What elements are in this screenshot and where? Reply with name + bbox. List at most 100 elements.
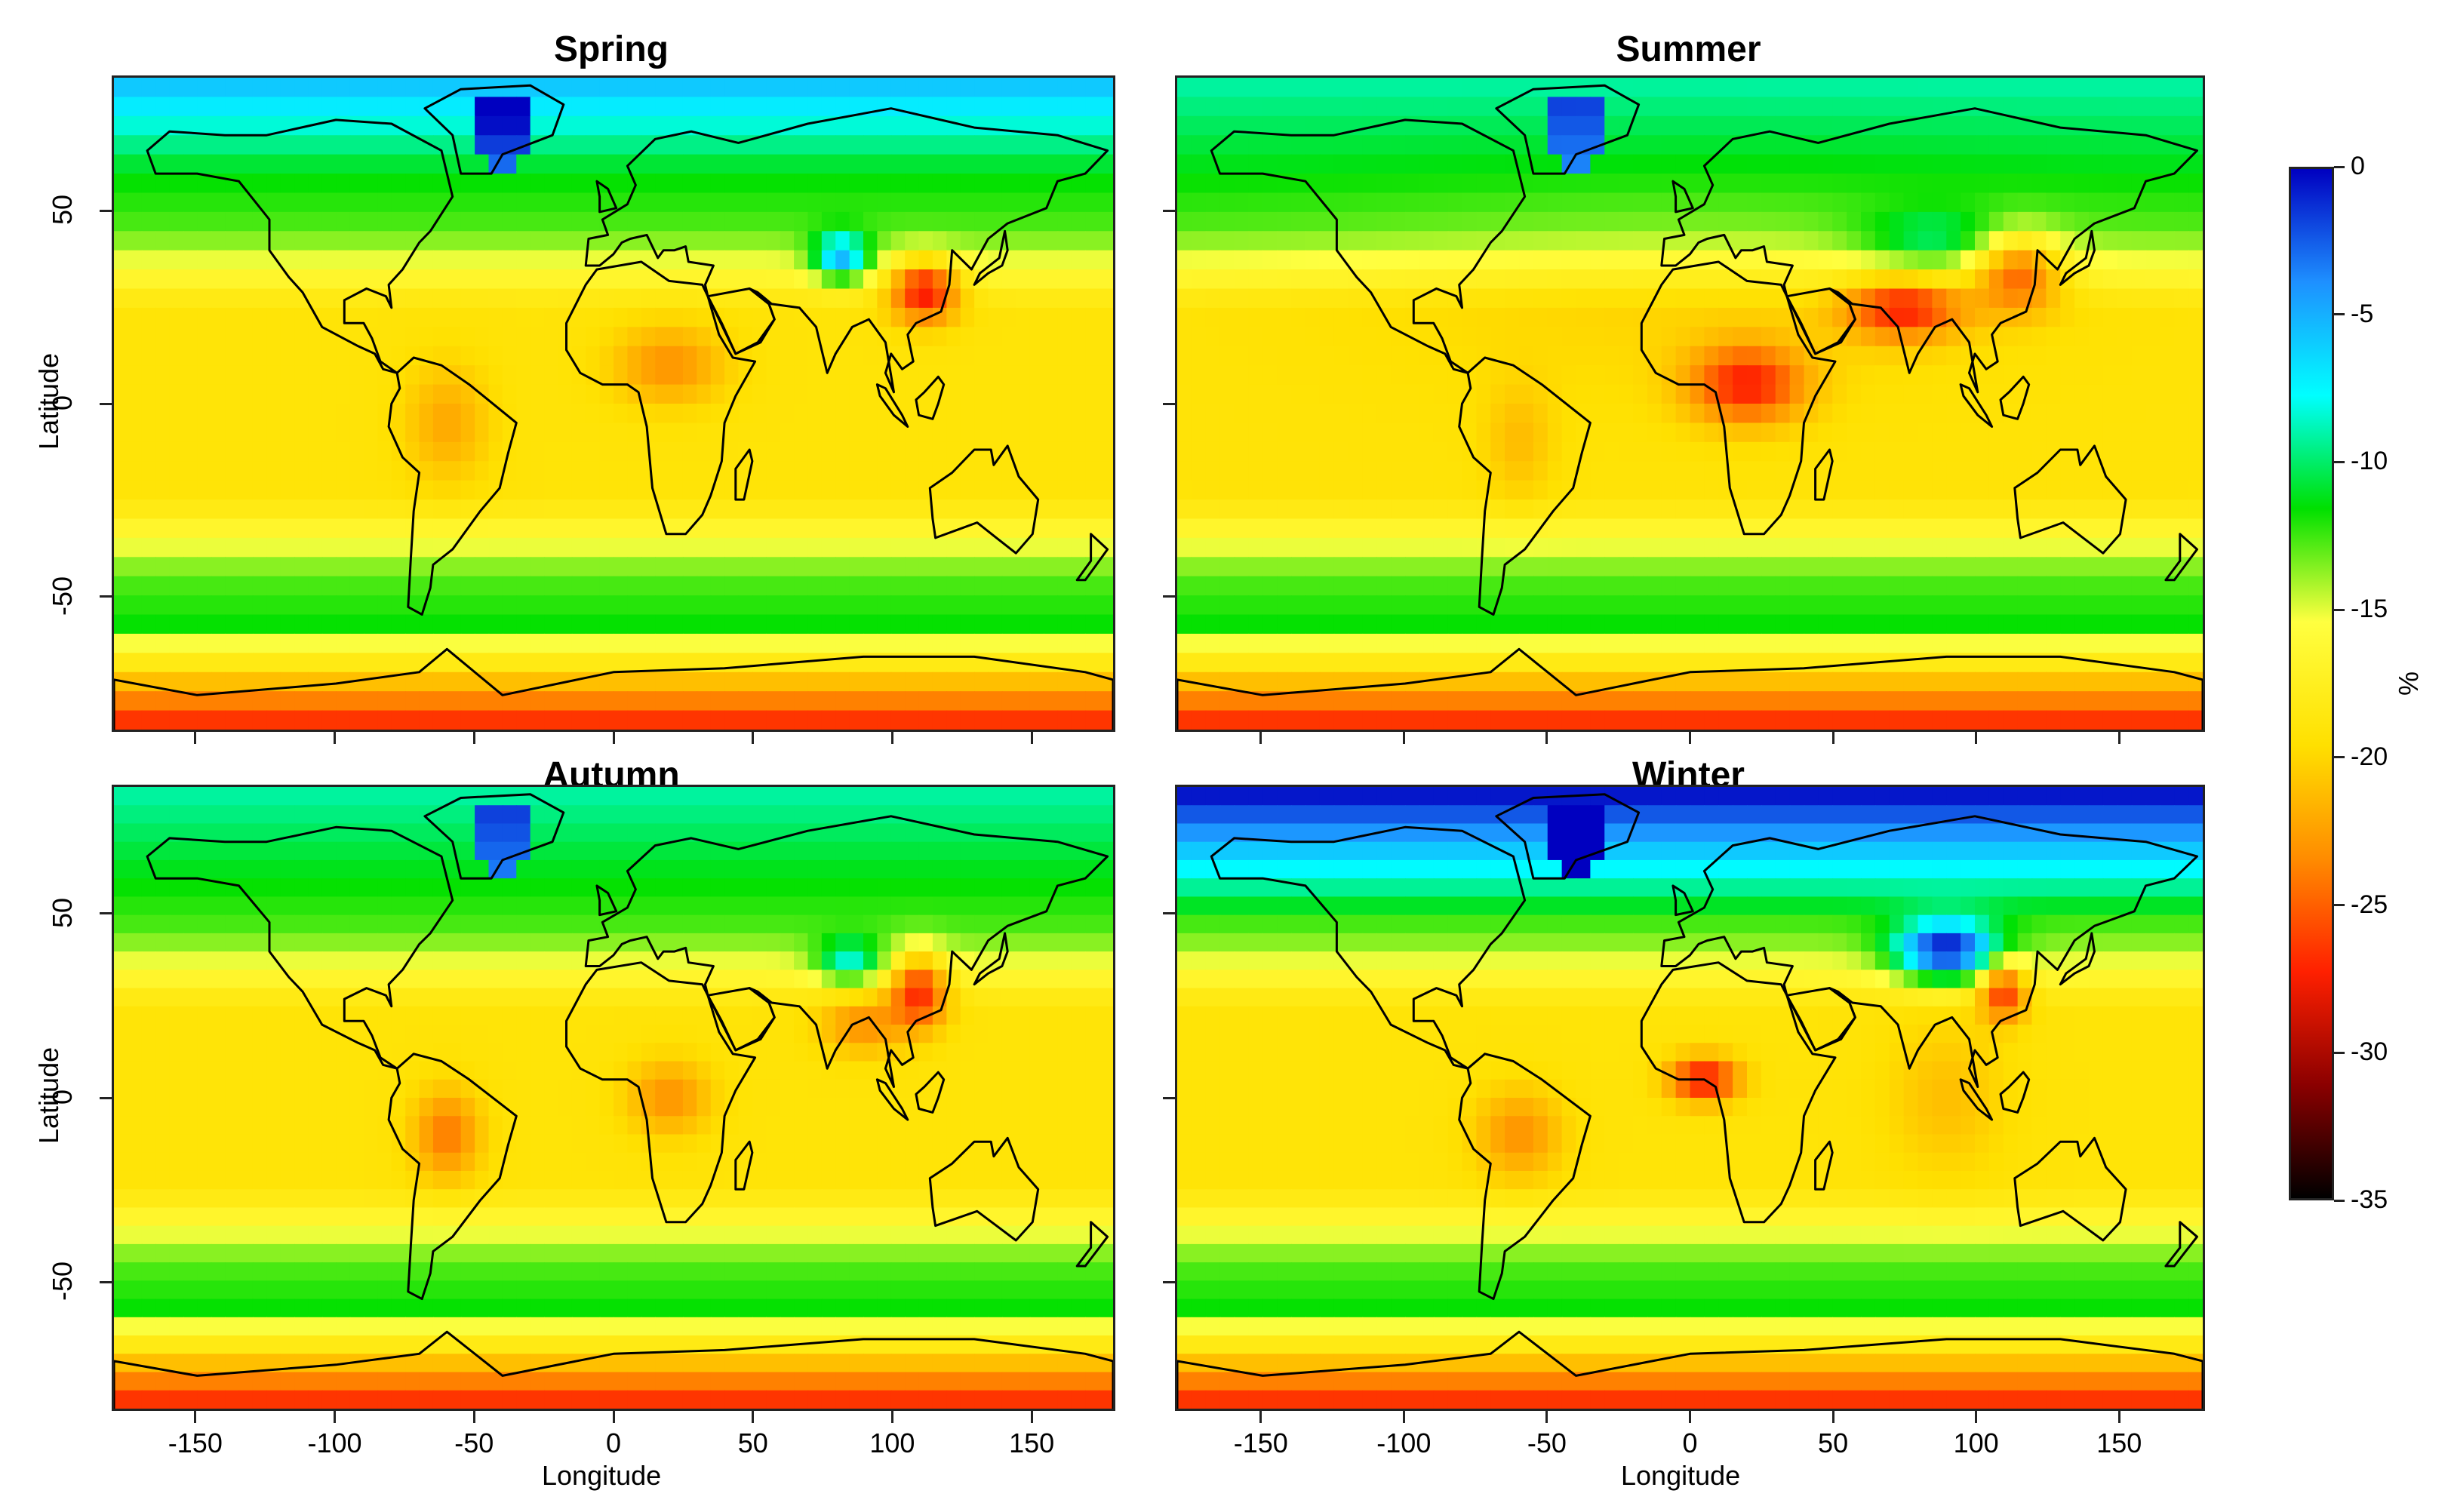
heatmap-cell [821, 557, 837, 577]
heatmap-cell [807, 154, 823, 174]
heatmap-cell [1405, 154, 1420, 174]
heatmap-cell [1001, 633, 1017, 654]
heatmap-cell [1917, 346, 1933, 366]
heatmap-cell [918, 192, 933, 213]
heatmap-cell [1447, 633, 1463, 654]
heatmap-cell [1505, 576, 1520, 596]
heatmap-cell [1576, 192, 1592, 213]
heatmap-cell [2046, 346, 2062, 366]
heatmap-cell [2188, 671, 2203, 692]
heatmap-cell [614, 441, 629, 463]
heatmap-cell [141, 384, 156, 404]
heatmap-cell [1961, 576, 1976, 596]
heatmap-cell [1234, 250, 1250, 270]
heatmap-cell [516, 154, 531, 174]
heatmap-cell [225, 307, 240, 328]
heatmap-cell [2188, 250, 2203, 270]
heatmap-cell [405, 710, 420, 730]
heatmap-cell [1391, 537, 1406, 558]
heatmap-cell [1590, 691, 1606, 711]
heatmap-cell [349, 461, 364, 481]
heatmap-cell [2046, 614, 2062, 635]
heatmap-cell [905, 595, 920, 616]
heatmap-cell [294, 192, 309, 213]
heatmap-cell [558, 710, 573, 730]
heatmap-cell [1291, 499, 1306, 520]
heatmap-cell [752, 404, 767, 424]
heatmap-cell [1319, 384, 1335, 404]
heatmap-cell [1718, 78, 1733, 98]
heatmap-cell [1917, 135, 1933, 155]
heatmap-cell [1419, 710, 1435, 730]
heatmap-cell [697, 461, 712, 481]
heatmap-cell [614, 78, 629, 98]
heatmap-cell [794, 154, 809, 174]
heatmap-cell [1333, 557, 1349, 577]
heatmap-cell [2117, 288, 2133, 309]
heatmap-cell [1561, 288, 1577, 309]
heatmap-cell [849, 499, 864, 520]
heatmap-cell [1647, 346, 1662, 366]
heatmap-cell [141, 288, 156, 309]
heatmap-cell [918, 691, 933, 711]
heatmap-cell [432, 192, 448, 213]
heatmap-cell [2174, 269, 2189, 290]
heatmap-cell [2046, 423, 2062, 443]
heatmap-cell [1205, 346, 1221, 366]
heatmap-cell [1733, 557, 1748, 577]
heatmap-cell [1903, 518, 1919, 539]
heatmap-cell [835, 595, 850, 616]
heatmap-cell [932, 174, 948, 194]
heatmap-cell [432, 518, 448, 539]
heatmap-cell [1690, 97, 1705, 117]
heatmap-cell [364, 307, 379, 328]
heatmap-cell [599, 78, 614, 98]
heatmap-cell [391, 154, 406, 174]
heatmap-cell [321, 518, 337, 539]
heatmap-cell [586, 461, 601, 481]
heatmap-cell [697, 231, 712, 251]
heatmap-cell [128, 288, 143, 309]
heatmap-cell [1205, 288, 1221, 309]
heatmap-cell [1847, 614, 1862, 635]
heatmap-cell [2102, 614, 2118, 635]
heatmap-cell [1647, 499, 1662, 520]
heatmap-cell [988, 653, 1003, 673]
heatmap-cell [1832, 269, 1847, 290]
heatmap-cell [114, 211, 129, 232]
heatmap-cell [710, 691, 725, 711]
heatmap-cell [1718, 691, 1733, 711]
heatmap-cell [2160, 441, 2176, 463]
heatmap-cell [1547, 461, 1563, 481]
heatmap-cell [918, 288, 933, 309]
heatmap-cell [1861, 365, 1876, 386]
heatmap-cell [1946, 384, 1961, 404]
heatmap-cell [1305, 231, 1321, 251]
heatmap-cell [308, 671, 323, 692]
heatmap-cell [1490, 384, 1505, 404]
heatmap-cell [1647, 115, 1662, 137]
heatmap-cell [502, 307, 518, 328]
heatmap-cell [1533, 384, 1548, 404]
heatmap-cell [710, 269, 725, 290]
heatmap-cell [1975, 346, 1990, 366]
heatmap-cell [890, 288, 906, 309]
heatmap-cell [1277, 537, 1292, 558]
heatmap-cell [1661, 154, 1677, 174]
heatmap-cell [586, 174, 601, 194]
heatmap-cell [1704, 595, 1720, 616]
heatmap-cell [419, 441, 434, 463]
heatmap-cell [1234, 595, 1250, 616]
heatmap-cell [2074, 614, 2090, 635]
heatmap-cell [1547, 691, 1563, 711]
heatmap-cell [1447, 480, 1463, 500]
heatmap-cell [460, 115, 475, 137]
heatmap-cell [308, 595, 323, 616]
heatmap-cell [1704, 250, 1720, 270]
heatmap-cell [1961, 154, 1976, 174]
heatmap-cell [544, 576, 559, 596]
heatmap-cell [2160, 211, 2176, 232]
heatmap-cell [1690, 269, 1705, 290]
heatmap-cell [475, 480, 490, 500]
heatmap-cell [1861, 211, 1876, 232]
